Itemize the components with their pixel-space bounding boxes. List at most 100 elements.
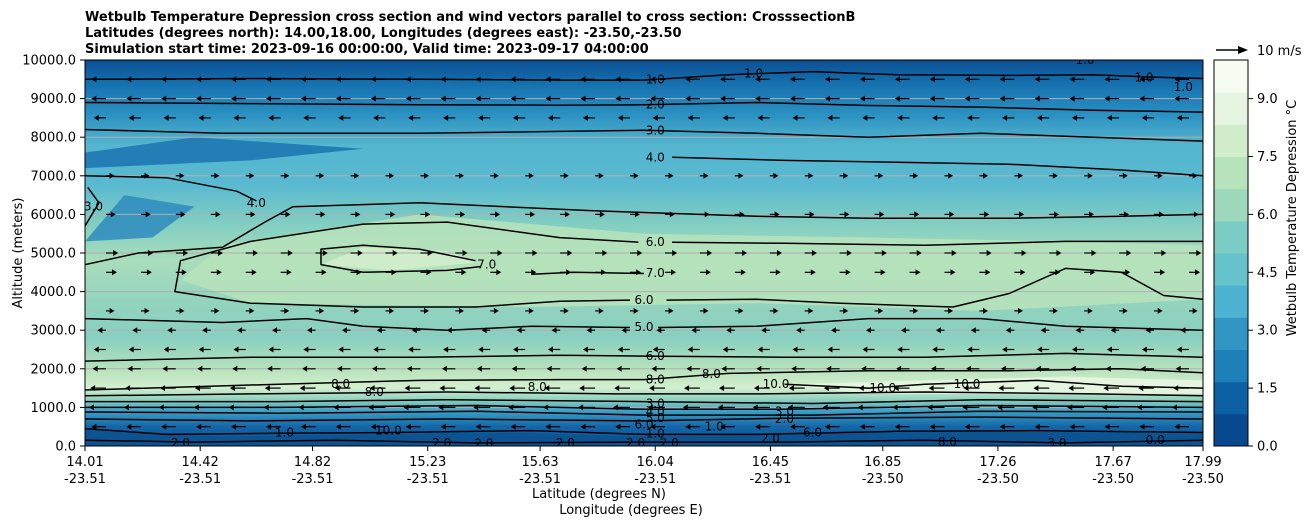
contour-label: 5.0 [646, 411, 665, 425]
wind-vector-head [443, 346, 449, 353]
wind-vector-head [160, 385, 166, 392]
wind-vector-head [319, 172, 325, 179]
wind-vector-head [148, 250, 154, 256]
wind-vector-head [983, 172, 988, 179]
wind-vector-head [532, 250, 538, 256]
wind-vector-head [370, 95, 376, 102]
x-tick-label-lon: -23.51 [407, 472, 449, 487]
wind-vector-head [197, 365, 203, 372]
wind-vector-head [320, 211, 326, 218]
wind-vector-head [1054, 211, 1060, 218]
wind-vector-head [566, 269, 572, 276]
wind-vector-head [202, 327, 208, 334]
wind-vector-head [1037, 346, 1043, 353]
x-tick-label-lat: 16.04 [637, 455, 674, 470]
wind-vector-head [93, 346, 99, 353]
contour-label: 5.0 [634, 320, 653, 334]
wind-vector-head [1122, 172, 1128, 179]
wind-vector-head [846, 250, 852, 256]
x-tick-label-lat: 14.82 [294, 455, 331, 470]
wind-vector-head [193, 404, 199, 411]
contour-label: 2.0 [171, 436, 190, 450]
wind-vector-head [1032, 404, 1038, 411]
colorbar-tick-label: 1.5 [1257, 382, 1278, 397]
wind-vector-head [1141, 114, 1147, 121]
contour-label: 6.0 [634, 293, 653, 307]
fill-patch-5 [85, 195, 195, 242]
wind-vector-head [411, 327, 417, 334]
wind-vector-head [787, 404, 793, 411]
wind-vector-head [564, 211, 570, 218]
wind-vector-head [1193, 211, 1199, 218]
wind-vector-head [545, 423, 551, 430]
wind-vector-head [251, 269, 257, 276]
wind-vector-head [373, 346, 379, 353]
wind-vector-head [1195, 269, 1201, 276]
contour-line-2.0 [85, 101, 1203, 113]
contour-line-7.0 [531, 271, 645, 275]
wind-vector-head [913, 172, 919, 179]
wind-vector-head [1174, 76, 1180, 83]
wind-vector-head [1158, 211, 1164, 218]
wind-vector-head [1002, 114, 1008, 121]
fill-patch-4 [85, 137, 364, 169]
wind-vector-head [126, 95, 132, 102]
wind-vector-head [546, 365, 552, 372]
wind-vector-head [755, 423, 761, 430]
contour-label: 10.0 [375, 424, 402, 438]
contour-label: 6.0 [646, 235, 665, 249]
wind-vector-head [1106, 346, 1112, 353]
wind-vector-head [1176, 346, 1182, 353]
contour-line-6.0 [672, 240, 1203, 247]
colorbar-label: Wetbulb Temperature Depression °C [1285, 100, 1300, 337]
contour-label: 4.0 [646, 404, 665, 418]
wind-vector-head [721, 365, 727, 372]
wind-vector-head [685, 76, 691, 83]
contour-label: 2.0 [474, 437, 493, 451]
wind-vector-head [1141, 346, 1147, 353]
wind-vector-head [948, 172, 954, 179]
wind-vector-head [424, 307, 429, 314]
wind-vector-head [497, 250, 503, 256]
wind-vector-head [285, 211, 291, 218]
wind-vector-head [547, 114, 553, 121]
wind-vector-head [773, 172, 779, 179]
contour-label: 1.0 [1134, 70, 1153, 84]
wind-vector-head [668, 172, 674, 179]
wind-vector-head [215, 211, 221, 218]
contour-line-2.0 [85, 416, 1203, 422]
y-tick-label: 1000.0 [31, 401, 77, 416]
wind-vector-head [792, 346, 798, 353]
wind-vector-head [407, 365, 412, 372]
x-tick-label-lon: -23.51 [179, 472, 221, 487]
wind-vector-head [458, 307, 464, 314]
wind-vector-head [335, 95, 341, 102]
wind-vector-head [858, 385, 864, 392]
wind-vector-head [652, 114, 658, 121]
wind-vector-head [441, 365, 447, 372]
wind-vector-head [355, 211, 361, 218]
wind-vector-head [1020, 269, 1026, 276]
wind-vector-head [986, 250, 992, 256]
wind-vector-head [826, 365, 832, 372]
wind-vector-head [668, 307, 674, 314]
contour-line-3.0 [85, 128, 1203, 142]
colorbar-tick-label: 0.0 [1257, 440, 1278, 455]
contour-label: 8.0 [365, 385, 384, 399]
wind-vector-head [1091, 250, 1097, 256]
wind-vector-head [650, 95, 656, 102]
wind-vector-head [167, 327, 173, 334]
wind-vector-head [513, 346, 519, 353]
wind-vector-head [233, 346, 239, 353]
wind-vector-head [478, 346, 484, 353]
wind-vector-head [687, 114, 693, 121]
wind-vector-head [196, 76, 202, 83]
wind-vector-head [443, 114, 449, 121]
wind-vector-head [649, 385, 655, 392]
wind-vector-head [788, 385, 794, 392]
wind-vector-head [670, 269, 676, 276]
wind-vector-head [915, 269, 921, 276]
contour-label: 10.0 [869, 381, 896, 395]
wind-vector-head [231, 76, 237, 83]
contour-line-5.0 [85, 317, 631, 331]
